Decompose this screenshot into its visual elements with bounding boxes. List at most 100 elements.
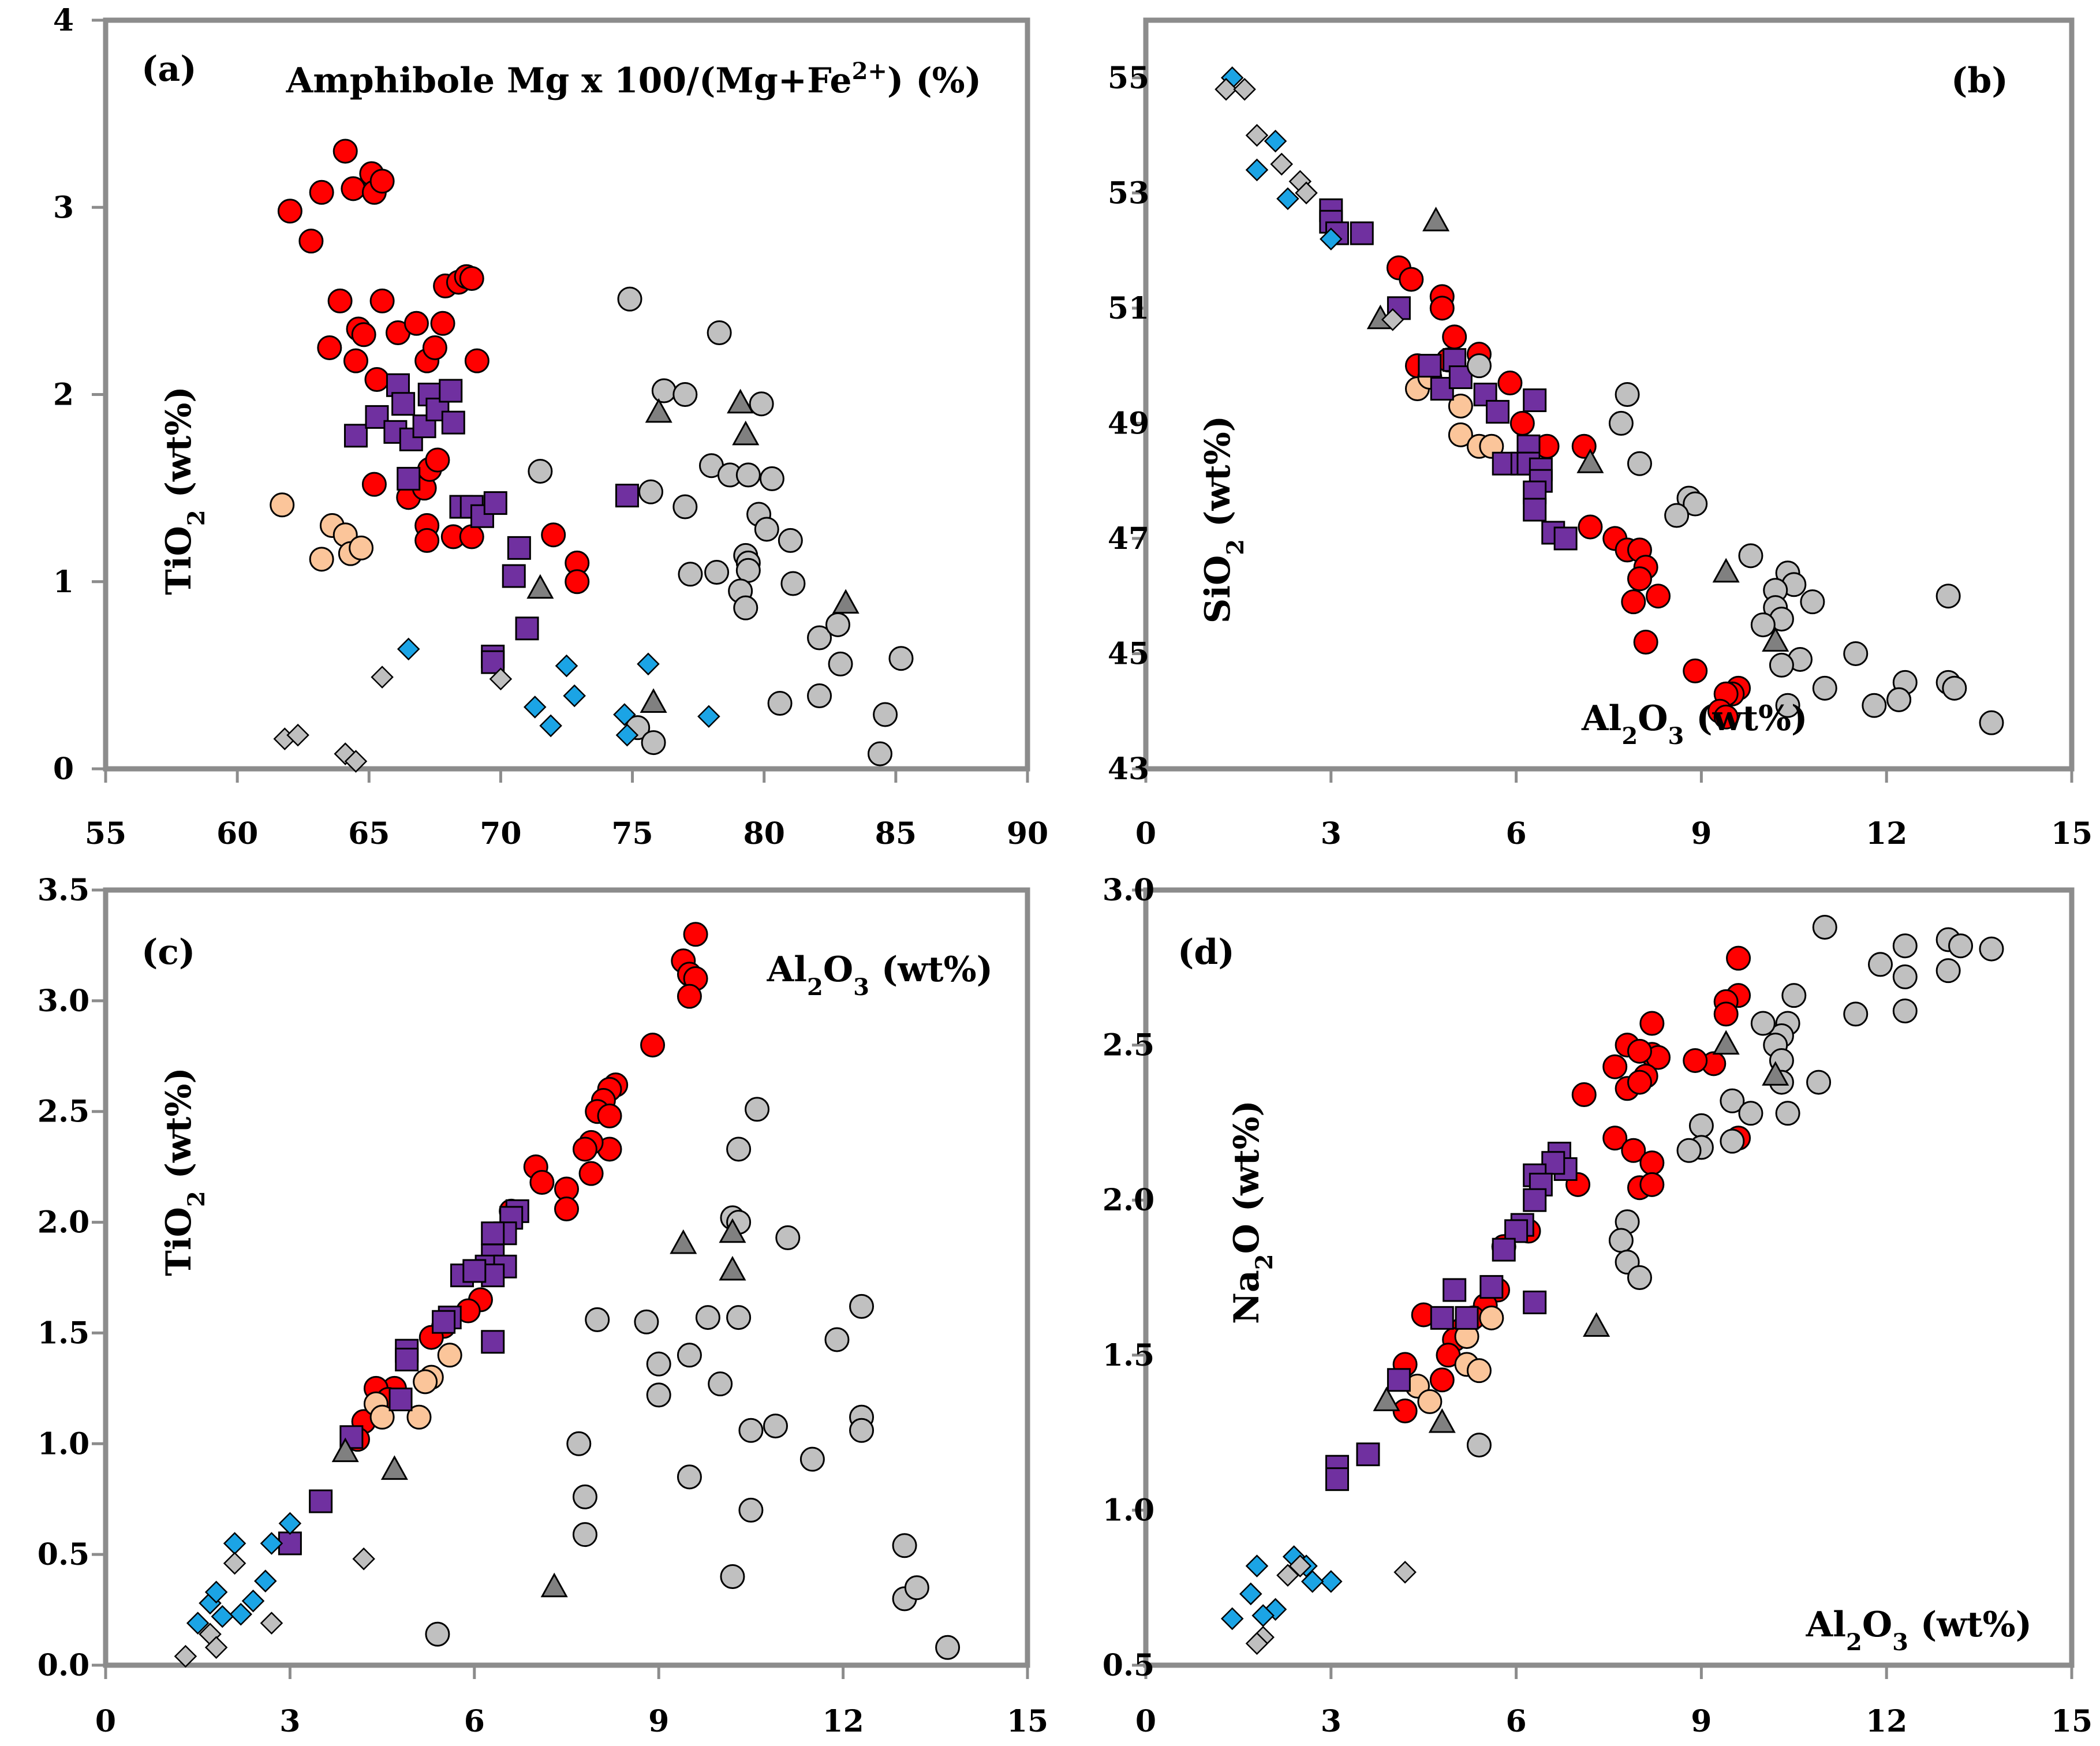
- data-point: [1646, 584, 1671, 609]
- data-point: [738, 1418, 764, 1443]
- data-point: [646, 1382, 671, 1408]
- data-point: [824, 1327, 850, 1352]
- data-point: [1428, 1408, 1456, 1433]
- data-point: [759, 466, 784, 491]
- data-point: [1633, 630, 1658, 655]
- data-point: [1627, 1265, 1652, 1290]
- data-point: [483, 491, 507, 515]
- data-point: [1843, 1001, 1869, 1027]
- data-point: [1775, 693, 1800, 718]
- data-point: [651, 378, 677, 403]
- y-tick-label: 1.0: [38, 1426, 89, 1461]
- data-point: [1301, 1570, 1324, 1593]
- x-tick-label: 0: [1135, 816, 1156, 851]
- data-point: [1738, 543, 1763, 569]
- data-point: [341, 176, 366, 201]
- data-point: [1325, 1467, 1349, 1491]
- data-point: [371, 666, 394, 689]
- data-point: [697, 705, 720, 728]
- data-point: [211, 1605, 234, 1628]
- data-point: [1683, 1048, 1708, 1073]
- data-point: [1621, 589, 1646, 615]
- y-tick-label: 1.5: [1103, 1338, 1154, 1373]
- data-point: [406, 1404, 432, 1430]
- y-tick-label: 55: [1108, 61, 1149, 96]
- data-point: [1448, 393, 1473, 418]
- data-point: [1683, 658, 1708, 683]
- data-point: [254, 1569, 277, 1592]
- x-tick-label: 6: [464, 1704, 485, 1739]
- data-point: [1750, 612, 1776, 638]
- data-point: [1523, 1290, 1547, 1314]
- x-tick-label: 90: [1007, 816, 1048, 851]
- data-point: [204, 1580, 228, 1604]
- data-point: [1497, 371, 1523, 396]
- data-point: [634, 1309, 659, 1334]
- data-point: [1892, 999, 1918, 1024]
- panel-a: 55 60 65 70 75 80 85 90 0 1 2 3 4 (a) Amphibole Mg x 1…: [53, 3, 1048, 851]
- data-point: [873, 702, 898, 727]
- x-tick-label: 15: [2051, 816, 2092, 851]
- panel-d: 0 3 6 9 12 15 0.5 1.0 1.5 2.0 2.5 3.0 (d) Na2O (wt%) A…: [1103, 873, 2092, 1739]
- data-point: [554, 1197, 579, 1222]
- data-point: [437, 1343, 462, 1368]
- data-point: [1712, 1030, 1740, 1055]
- y-tick-label: 1.5: [38, 1315, 89, 1351]
- data-point: [1422, 207, 1450, 231]
- data-point: [1948, 933, 1974, 959]
- y-tick-label: 43: [1108, 752, 1149, 787]
- data-point: [1602, 1126, 1628, 1151]
- data-point: [617, 286, 642, 312]
- x-tick-label: 9: [1691, 816, 1712, 851]
- y-axis-label: Na2O (wt%): [1227, 1100, 1278, 1324]
- panel-b: 0 3 6 9 12 15 43 45 47 49 51 53 55 (b) SiO2 (wt%) Al2O3…: [1108, 17, 2092, 851]
- data-point: [439, 379, 463, 403]
- data-point: [1429, 1367, 1455, 1393]
- data-point: [1639, 1172, 1665, 1197]
- data-point: [1781, 983, 1807, 1008]
- data-point: [1466, 1433, 1492, 1458]
- data-point: [1576, 448, 1604, 473]
- data-point: [1806, 1070, 1832, 1095]
- data-point: [403, 311, 429, 336]
- data-point: [286, 723, 309, 747]
- data-point: [430, 311, 455, 336]
- data-point: [572, 1522, 597, 1547]
- data-point: [640, 1033, 666, 1058]
- x-tick-label: 3: [1321, 816, 1342, 851]
- data-point: [904, 1575, 929, 1601]
- data-point: [1726, 945, 1751, 971]
- data-point: [677, 984, 702, 1009]
- y-tick-label: 0.5: [1103, 1648, 1154, 1683]
- plot-frame: [103, 887, 1030, 1668]
- data-point: [775, 1225, 801, 1250]
- data-point: [1892, 964, 1918, 989]
- data-point: [763, 1414, 788, 1439]
- data-point: [186, 1612, 210, 1635]
- data-point: [1892, 933, 1918, 959]
- data-point: [1466, 353, 1492, 379]
- data-point: [1812, 675, 1837, 701]
- x-tick-label: 65: [348, 816, 390, 851]
- data-point: [720, 1564, 745, 1590]
- data-point: [825, 612, 850, 637]
- data-point: [1762, 1061, 1789, 1086]
- data-point: [1627, 1038, 1652, 1064]
- data-point: [1541, 1151, 1565, 1175]
- data-point: [1762, 627, 1789, 652]
- data-point: [395, 1347, 419, 1371]
- data-point: [767, 691, 793, 716]
- data-point: [432, 1310, 456, 1334]
- data-point: [459, 524, 484, 549]
- data-point: [229, 1602, 252, 1626]
- data-point: [1429, 296, 1455, 321]
- data-point: [572, 1484, 597, 1509]
- data-point: [1430, 1306, 1454, 1330]
- y-tick-label: 51: [1108, 291, 1149, 326]
- y-tick-label: 45: [1108, 636, 1149, 671]
- data-point: [529, 1170, 555, 1195]
- data-points: [1215, 66, 2004, 735]
- data-point: [1264, 129, 1287, 153]
- data-point: [1245, 158, 1269, 182]
- data-point: [309, 180, 334, 205]
